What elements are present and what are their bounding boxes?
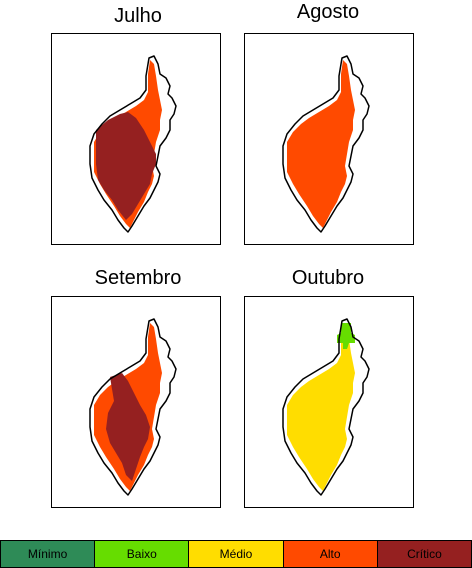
legend-label: Crítico xyxy=(407,547,442,561)
map-title-setembro: Setembro xyxy=(94,267,182,289)
map-title-agosto: Agosto xyxy=(296,1,360,23)
map-panel-outubro xyxy=(244,296,414,508)
map-panel-agosto xyxy=(244,33,414,245)
region-fill-alto xyxy=(287,60,355,228)
region-outline xyxy=(282,55,370,233)
legend-label: Mínimo xyxy=(27,547,68,561)
map-title-julho: Julho xyxy=(114,5,162,27)
color-legend: Mínimo Baixo Médio Alto Crítico xyxy=(0,540,472,568)
region-map-julho xyxy=(89,55,177,233)
region-outline xyxy=(89,318,177,496)
map-panel-julho xyxy=(51,33,221,245)
map-panel-setembro xyxy=(51,296,221,508)
legend-label: Baixo xyxy=(126,547,157,561)
legend-item-minimo: Mínimo xyxy=(1,541,96,567)
legend-item-critico: Crítico xyxy=(377,541,472,567)
region-map-setembro xyxy=(89,318,177,496)
legend-item-alto: Alto xyxy=(283,541,378,567)
region-map-agosto xyxy=(282,55,370,233)
legend-item-baixo: Baixo xyxy=(95,541,190,567)
legend-item-medio: Médio xyxy=(189,541,284,567)
region-fill-baixo xyxy=(337,323,355,349)
legend-label: Alto xyxy=(319,547,341,561)
region-outline xyxy=(89,55,177,233)
region-map-outubro xyxy=(282,318,370,496)
map-title-outubro: Outubro xyxy=(291,267,365,289)
legend-label: Médio xyxy=(219,547,253,561)
region-fill-medio xyxy=(287,323,355,491)
region-fill-critico xyxy=(106,373,150,481)
region-fill-critico xyxy=(96,112,156,220)
region-outline xyxy=(282,318,370,496)
